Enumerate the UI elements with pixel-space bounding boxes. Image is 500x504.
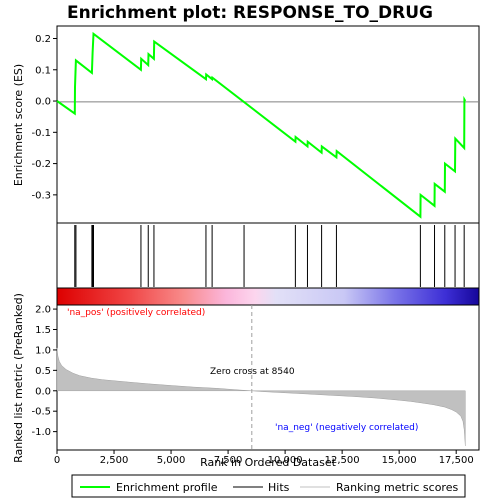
- metric-y-tick-label: -0.5: [31, 407, 51, 418]
- chart-title: Enrichment plot: RESPONSE_TO_DRUG: [67, 3, 433, 23]
- legend-enrichment-label: Enrichment profile: [116, 481, 218, 494]
- metric-y-tick-label: 2.0: [35, 305, 51, 316]
- ranking-metric-area: [56, 347, 466, 446]
- legend-metric-label: Ranking metric scores: [336, 481, 458, 494]
- hits-panel: [56, 222, 480, 289]
- es-y-tick-label: 0.0: [35, 97, 51, 108]
- es-y-tick-label: 0.1: [35, 65, 51, 76]
- pos-correlated-label: 'na_pos' (positively correlated): [67, 308, 205, 318]
- x-tick-label: 7,500: [214, 455, 243, 466]
- x-tick-label: 17,500: [439, 455, 474, 466]
- x-axis-label: Rank in Ordered Dataset: [200, 456, 337, 469]
- metric-y-tick-label: 1.5: [35, 325, 51, 336]
- x-tick-label: 10,000: [268, 455, 303, 466]
- legend: Enrichment profile Hits Ranking metric s…: [71, 474, 466, 498]
- legend-frame: [71, 474, 466, 498]
- x-tick-label: 5,000: [157, 455, 186, 466]
- metric-y-label: Ranked list metric (PreRanked): [12, 293, 25, 463]
- x-tick-label: 2,500: [100, 455, 129, 466]
- metric-panel-frame: [56, 304, 480, 451]
- es-y-axis: 0.2 0.1 0.0 -0.1 -0.2 -0.3: [31, 34, 57, 201]
- x-tick-label: 0: [54, 455, 60, 466]
- metric-y-tick-label: 1.0: [35, 345, 51, 356]
- legend-hits-label: Hits: [268, 481, 290, 494]
- enrichment-profile-line: [56, 31, 467, 219]
- es-y-label: Enrichment score (ES): [12, 64, 25, 186]
- es-y-tick-label: -0.1: [31, 128, 51, 139]
- metric-y-tick-label: 0.5: [35, 366, 51, 377]
- metric-y-tick-label: -1.0: [31, 427, 51, 438]
- neg-correlated-label: 'na_neg' (negatively correlated): [275, 423, 418, 433]
- rank-color-bar: [56, 287, 480, 306]
- es-panel: 0.2 0.1 0.0 -0.1 -0.2 -0.3 Enrichment score (…: [12, 25, 480, 224]
- hits-panel-frame: [56, 222, 480, 289]
- es-y-tick-label: -0.3: [31, 190, 51, 201]
- x-tick-label: 15,000: [382, 455, 417, 466]
- metric-panel: 2.0 1.5 1.0 0.5 0.0 -0.5 -1.0 'na_pos' (positi…: [12, 293, 480, 463]
- x-tick-label: 12,500: [325, 455, 360, 466]
- es-panel-frame: [56, 25, 480, 224]
- metric-y-axis: 2.0 1.5 1.0 0.5 0.0 -0.5 -1.0: [31, 305, 57, 438]
- zero-cross-label: Zero cross at 8540: [210, 367, 295, 377]
- x-axis: 0 2,500 5,000 7,500 10,000 12,500 15,000 17,500: [54, 450, 474, 466]
- hit-markers: [74, 225, 465, 287]
- metric-y-tick-label: 0.0: [35, 386, 51, 397]
- es-y-tick-label: 0.2: [35, 34, 51, 45]
- es-y-tick-label: -0.2: [31, 159, 51, 170]
